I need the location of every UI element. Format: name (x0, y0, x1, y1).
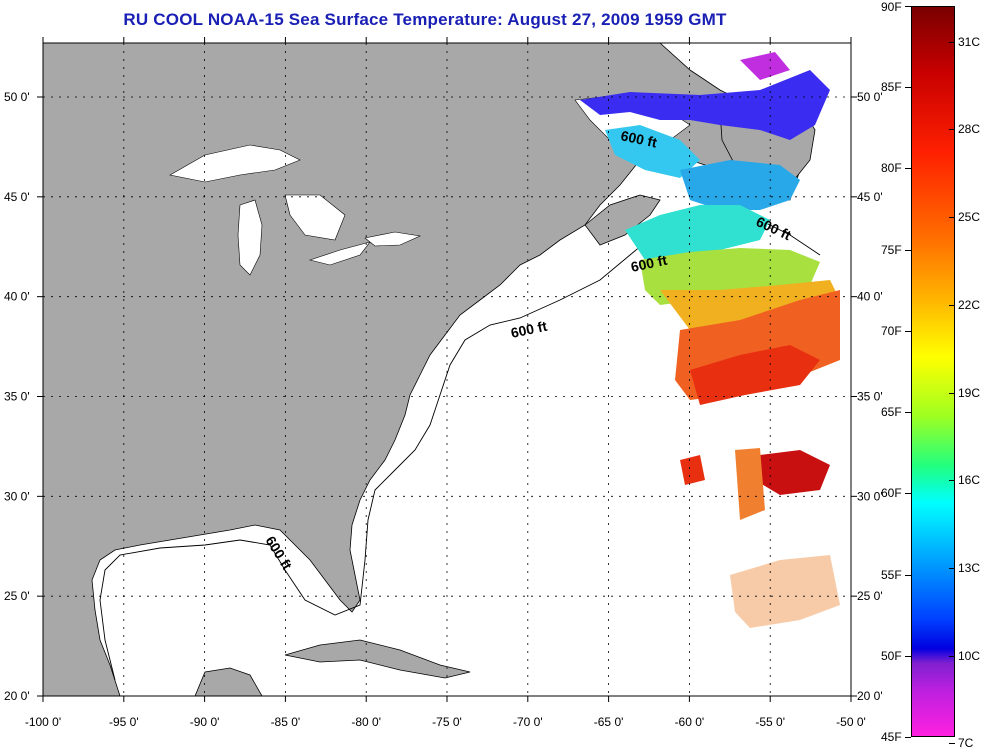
latitude-label: 45 0' (857, 190, 883, 204)
latitude-labels: 50 0' 50 0' 45 0' 45 0' 40 0' 40 0' 35 0' 35 0'… (4, 90, 883, 703)
latitude-label: 30 0' (4, 489, 30, 503)
colorbar-c-tick (949, 217, 955, 219)
lake-erie (308, 241, 371, 266)
colorbar-f-label: 90F (881, 0, 902, 14)
lake-superior (169, 144, 301, 183)
land-mexico-yucatan (194, 667, 263, 696)
lake-michigan (237, 199, 263, 276)
lake-ontario (364, 231, 422, 247)
colorbar-c-label: 7C (958, 736, 974, 751)
longitude-label: -85 0' (271, 715, 301, 729)
land-cuba (284, 639, 471, 679)
colorbar-c-label: 16C (958, 473, 981, 488)
contour-label: 600 ft (619, 127, 658, 150)
latitude-label: 20 0' (4, 689, 30, 703)
colorbar-f-label: 65F (881, 405, 902, 420)
longitude-label: -90 0' (190, 715, 220, 729)
colorbar-c-label: 19C (958, 385, 981, 400)
longitude-label: -75 0' (432, 715, 462, 729)
colorbar-c-label: 25C (958, 210, 981, 225)
longitude-labels: -100 0' -95 0' -90 0' -85 0' -80 0' -75 0' -70… (25, 715, 866, 729)
colorbar-c-label: 22C (958, 297, 981, 312)
axis-tick-marks (37, 37, 857, 702)
longitude-label: -80 0' (351, 715, 381, 729)
latitude-label: 25 0' (4, 589, 30, 603)
colorbar-c-tick (949, 392, 955, 394)
land-nova-scotia (584, 194, 661, 246)
longitude-label: -70 0' (513, 715, 543, 729)
latitude-label: 30 0' (857, 489, 883, 503)
latitude-label: 35 0' (857, 390, 883, 404)
map-title: RU COOL NOAA-15 Sea Surface Temperature:… (123, 10, 727, 29)
colorbar-c-label: 13C (958, 561, 981, 576)
colorbar-f-tick (905, 737, 911, 738)
colorbar-f-tick (905, 330, 911, 332)
longitude-label: -65 0' (594, 715, 624, 729)
colorbar-f-label: 80F (881, 161, 902, 176)
colorbar-c-tick (949, 304, 955, 306)
colorbar-c-tick (949, 129, 955, 131)
colorbar-f-label: 50F (881, 648, 902, 663)
longitude-label: -100 0' (25, 715, 61, 729)
colorbar-f-label: 60F (881, 486, 902, 501)
colorbar-c-label: 28C (958, 122, 981, 137)
colorbar-f-label: 45F (881, 730, 902, 744)
lake-huron (284, 194, 346, 241)
contour-label: 600 ft (509, 318, 548, 341)
longitude-label: -60 0' (675, 715, 705, 729)
colorbar-c-tick (949, 743, 955, 745)
contour-label: 600 ft (629, 252, 668, 275)
colorbar-c-tick (949, 568, 955, 570)
sst-patches (580, 52, 840, 628)
colorbar-f-label: 70F (881, 323, 902, 338)
latitude-label: 50 0' (4, 90, 30, 104)
colorbar-f-tick (905, 412, 911, 414)
temperature-colorbar (911, 6, 955, 737)
latitude-label: 40 0' (857, 290, 883, 304)
colorbar-f-tick (905, 6, 911, 7)
longitude-label: -50 0' (836, 715, 866, 729)
latitude-label: 45 0' (4, 190, 30, 204)
colorbar-f-label: 75F (881, 242, 902, 257)
colorbar-f-tick (905, 168, 911, 170)
colorbar-f-tick (905, 249, 911, 251)
colorbar-f-tick (905, 87, 911, 89)
colorbar-c-label: 10C (958, 648, 981, 663)
colorbar-f-tick (905, 574, 911, 576)
longitude-label: -55 0' (755, 715, 785, 729)
colorbar-c-label: 31C (958, 34, 981, 49)
latitude-label: 35 0' (4, 390, 30, 404)
colorbar-c-tick (949, 41, 955, 43)
longitude-label: -95 0' (109, 715, 139, 729)
latitude-label: 25 0' (857, 589, 883, 603)
latitude-label: 20 0' (857, 689, 883, 703)
colorbar-f-tick (905, 655, 911, 657)
colorbar-f-tick (905, 493, 911, 495)
map-area (43, 43, 851, 696)
lat-lon-grid (43, 43, 851, 696)
colorbar-f-label: 55F (881, 567, 902, 582)
colorbar-c-tick (949, 655, 955, 657)
latitude-label: 50 0' (857, 90, 883, 104)
colorbar-c-tick (949, 480, 955, 482)
latitude-label: 40 0' (4, 290, 30, 304)
colorbar-f-label: 85F (881, 80, 902, 95)
